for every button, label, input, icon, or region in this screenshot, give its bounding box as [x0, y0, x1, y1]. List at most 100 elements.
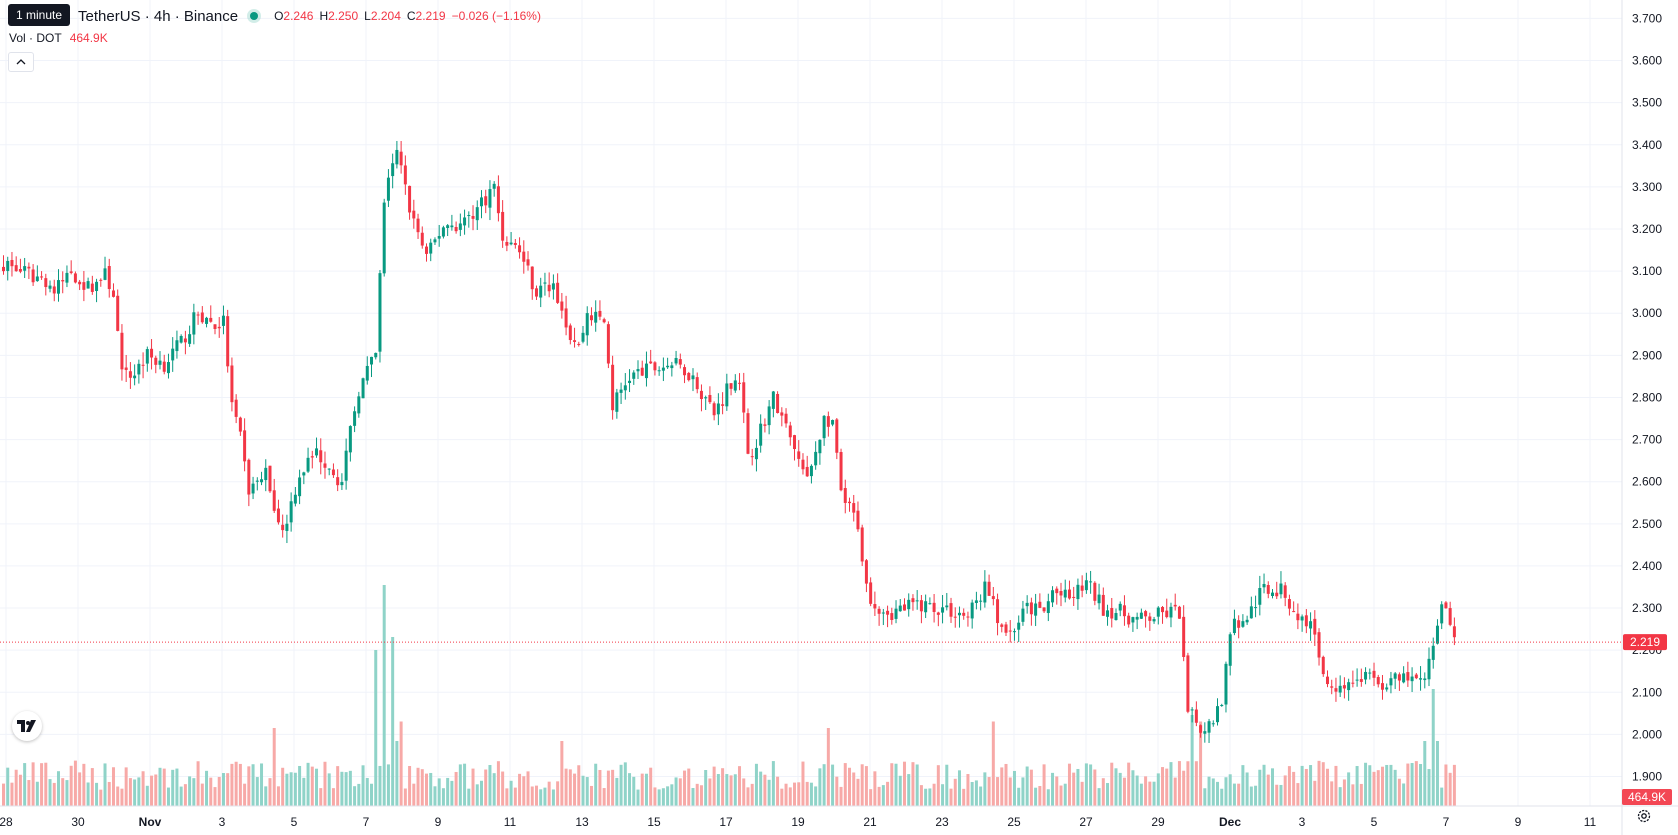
- candle-body: [915, 600, 919, 602]
- volume-bar: [1021, 777, 1025, 806]
- candle-body: [1152, 619, 1156, 622]
- volume-bar: [852, 772, 856, 806]
- volume-bar: [1232, 783, 1236, 806]
- candle-body: [391, 163, 395, 177]
- volume-bar: [395, 741, 399, 806]
- volume-bars: [2, 585, 1456, 806]
- y-tick-label: 3.100: [1632, 264, 1662, 278]
- candle-body: [1055, 588, 1059, 594]
- volume-bar: [708, 778, 712, 806]
- x-tick-label: 3: [1299, 815, 1306, 829]
- candle-body: [1406, 672, 1410, 681]
- volume-bar: [475, 784, 479, 806]
- candle-body: [1046, 601, 1050, 614]
- volume-bar: [1296, 783, 1300, 806]
- candle-body: [941, 607, 945, 613]
- volume-bar: [1127, 762, 1131, 806]
- candle-body: [243, 430, 247, 462]
- candle-body: [1287, 599, 1291, 609]
- candle-body: [924, 601, 928, 613]
- price-axis[interactable]: 1.9002.0002.1002.2002.3002.4002.5002.600…: [1632, 11, 1662, 783]
- volume-bar: [746, 787, 750, 806]
- time-axis[interactable]: 28 30 Nov 3 5 7 9 11 13 15 17 19 21 23 25 27 29 Dec 3 5 7 9 11: [0, 815, 1597, 829]
- volume-bar: [1410, 763, 1414, 806]
- candle-body: [111, 290, 115, 297]
- candle-body: [1220, 704, 1224, 706]
- volume-bar: [556, 781, 560, 806]
- candle-body: [1144, 611, 1148, 617]
- volume-legend[interactable]: Vol · DOT 464.9K: [9, 31, 108, 45]
- candle-body: [264, 467, 268, 481]
- gear-icon[interactable]: [1636, 808, 1652, 824]
- candle-body: [1309, 621, 1313, 629]
- candle-body: [974, 600, 978, 603]
- candle-body: [886, 610, 890, 615]
- tradingview-logo-icon[interactable]: [12, 711, 42, 741]
- candle-body: [809, 465, 813, 477]
- candle-body: [1076, 584, 1080, 600]
- candle-body: [44, 278, 48, 288]
- candle-body: [374, 352, 378, 358]
- volume-bar: [518, 773, 522, 806]
- candle-body: [949, 603, 953, 617]
- candle-body: [767, 406, 771, 426]
- candle-body: [179, 336, 183, 343]
- candle-body: [877, 608, 881, 614]
- volume-bar: [10, 782, 14, 806]
- candle-body: [1334, 688, 1338, 692]
- candle-body: [1342, 685, 1346, 689]
- candle-body: [1249, 606, 1253, 619]
- volume-bar: [276, 786, 280, 806]
- volume-bar: [1207, 776, 1211, 806]
- volume-bar: [90, 768, 94, 806]
- candle-body: [670, 365, 674, 369]
- candle-body: [534, 288, 538, 297]
- x-tick-label: 25: [1007, 815, 1021, 829]
- volume-bar: [962, 788, 966, 806]
- candle-body: [606, 324, 610, 364]
- y-tick-label: 2.000: [1632, 727, 1662, 741]
- candle-body: [746, 413, 750, 454]
- volume-bar: [116, 786, 120, 806]
- candle-body: [979, 600, 983, 602]
- candle-body: [1177, 606, 1181, 619]
- volume-bar: [471, 768, 475, 806]
- candle-body: [1194, 709, 1198, 723]
- candle-body: [420, 232, 424, 246]
- volume-bar: [162, 768, 166, 806]
- volume-bar: [539, 789, 543, 806]
- candle-body: [556, 282, 560, 303]
- market-status-icon[interactable]: [250, 12, 259, 20]
- candle-body: [636, 369, 640, 372]
- symbol-title[interactable]: TetherUS · 4h · Binance: [78, 7, 239, 25]
- candle-body: [522, 251, 526, 262]
- candle-body: [869, 582, 873, 604]
- candle-body: [1211, 723, 1215, 725]
- x-tick-label: 7: [1443, 815, 1450, 829]
- volume-bar: [1000, 767, 1004, 806]
- candle-body: [1380, 683, 1384, 690]
- volume-bar: [289, 772, 293, 806]
- volume-bar: [687, 768, 691, 806]
- candle-body: [822, 415, 826, 439]
- y-tick-label: 3.200: [1632, 222, 1662, 236]
- candle-body: [962, 612, 966, 616]
- volume-bar: [285, 773, 289, 806]
- chevron-up-icon[interactable]: [8, 52, 34, 72]
- candle-body: [1448, 608, 1452, 625]
- candle-body: [695, 377, 699, 390]
- candle-body: [31, 269, 35, 283]
- candle-body: [573, 340, 577, 342]
- volume-bar: [793, 782, 797, 806]
- candle-body: [276, 508, 280, 523]
- volume-bar: [1161, 767, 1165, 806]
- volume-bar: [1190, 715, 1194, 806]
- candle-body: [1008, 630, 1012, 632]
- candle-body: [82, 282, 86, 290]
- y-tick-label: 3.000: [1632, 306, 1662, 320]
- volume-bar: [822, 764, 826, 806]
- volume-bar: [154, 774, 158, 806]
- candle-body: [247, 459, 251, 495]
